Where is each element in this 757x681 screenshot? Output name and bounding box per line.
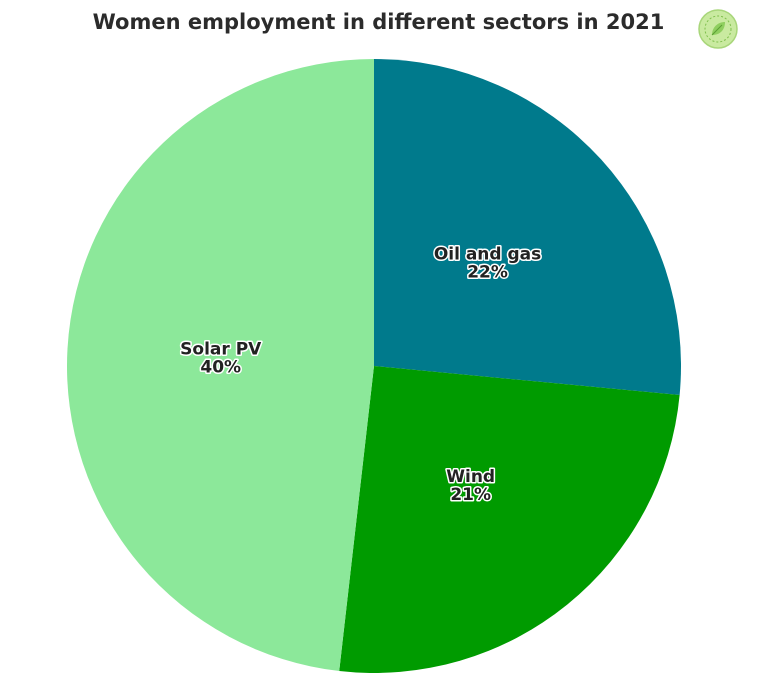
slice-label: Oil and gas (434, 245, 541, 265)
slice-value-label: 40% (200, 357, 241, 377)
chart-title: Women employment in different sectors in… (92, 10, 665, 34)
slice-label: Solar PV (180, 339, 262, 359)
slice-value-label: 21% (450, 485, 491, 505)
slice-value-label: 22% (467, 263, 508, 283)
leaf-logo-icon (698, 9, 738, 49)
slice-label: Wind (446, 467, 495, 487)
pie-slice-wind (339, 366, 680, 673)
pie-slice-oil-and-gas (374, 59, 682, 396)
pie-slice-solar-pv (67, 59, 374, 672)
